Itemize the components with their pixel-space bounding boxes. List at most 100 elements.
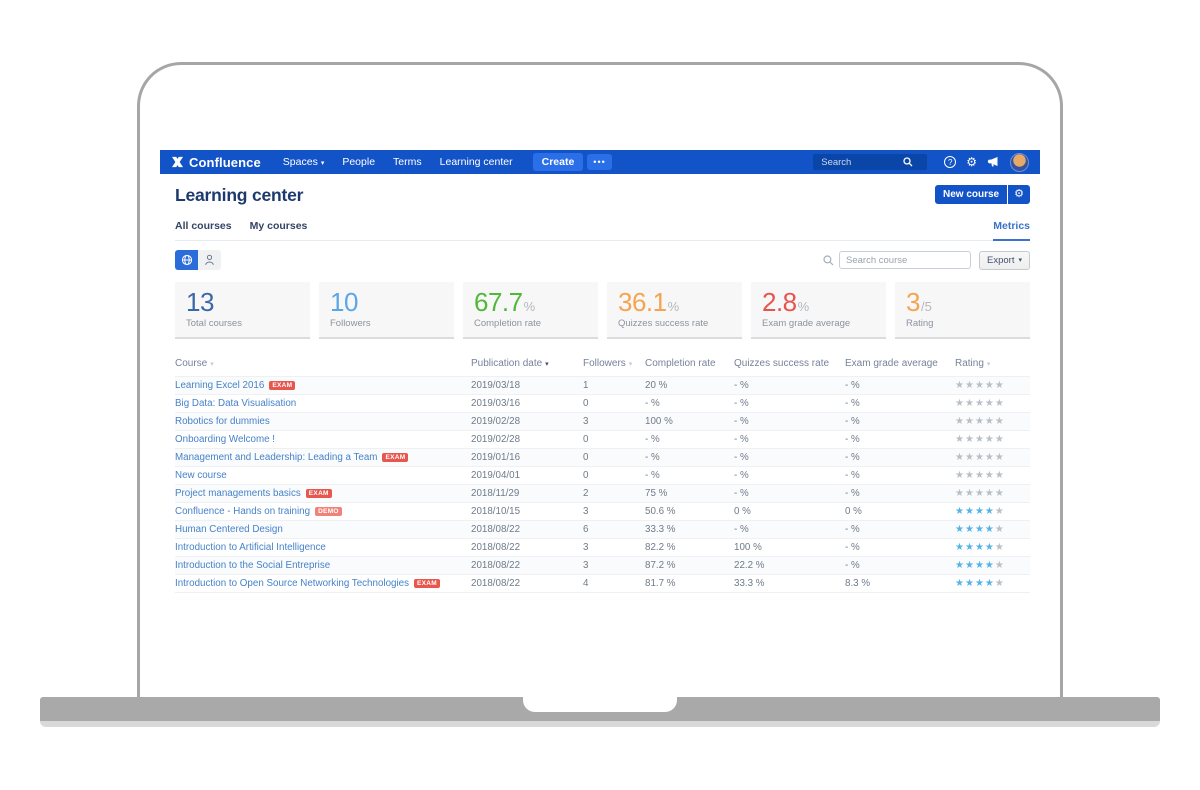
tab-metrics[interactable]: Metrics bbox=[993, 220, 1030, 241]
publication-date-cell: 2019/03/16 bbox=[471, 398, 521, 409]
star-empty-icon: ★ bbox=[955, 434, 965, 445]
star-empty-icon: ★ bbox=[994, 380, 1005, 391]
star-empty-icon: ★ bbox=[964, 416, 975, 427]
table-column-header[interactable]: Course ▾ bbox=[175, 358, 214, 369]
star-empty-icon: ★ bbox=[994, 578, 1005, 589]
publication-date-cell: 2018/11/29 bbox=[471, 488, 520, 499]
table-column-header[interactable]: Followers ▾ bbox=[583, 358, 633, 369]
followers-cell: 0 bbox=[583, 434, 589, 445]
completion-rate-cell: 87.2 % bbox=[645, 560, 676, 571]
star-empty-icon: ★ bbox=[984, 488, 995, 499]
stat-card: 3/5 Rating bbox=[895, 282, 1030, 339]
table-column-header[interactable]: Quizzes success rate bbox=[734, 358, 830, 369]
table-column-header[interactable]: Rating ▾ bbox=[955, 358, 991, 369]
publication-date-cell: 2019/01/16 bbox=[471, 452, 521, 463]
stat-card: 2.8% Exam grade average bbox=[751, 282, 886, 339]
course-link[interactable]: New course bbox=[175, 470, 227, 481]
followers-cell: 1 bbox=[583, 380, 589, 391]
rating-stars: ★★★★★ bbox=[955, 560, 1030, 571]
personal-view-toggle[interactable] bbox=[198, 250, 221, 270]
megaphone-icon[interactable] bbox=[987, 156, 999, 168]
rating-stars: ★★★★★ bbox=[955, 506, 1030, 517]
star-filled-icon: ★ bbox=[955, 524, 965, 535]
completion-rate-cell: - % bbox=[645, 452, 660, 463]
course-search-input[interactable] bbox=[839, 251, 972, 269]
admin-gear-icon[interactable]: ⚙ bbox=[966, 155, 977, 169]
rating-stars: ★★★★★ bbox=[955, 578, 1030, 589]
star-filled-icon: ★ bbox=[984, 560, 995, 571]
settings-gear-button[interactable]: ⚙ bbox=[1008, 185, 1030, 204]
course-link[interactable]: Introduction to the Social Entreprise bbox=[175, 560, 331, 571]
rating-stars: ★★★★★ bbox=[955, 452, 1030, 463]
course-link[interactable]: Robotics for dummies bbox=[175, 416, 270, 427]
star-filled-icon: ★ bbox=[955, 578, 965, 589]
quizzes-rate-cell: - % bbox=[734, 398, 749, 409]
table-column-header[interactable]: Publication date ▾ bbox=[471, 358, 549, 369]
star-empty-icon: ★ bbox=[984, 398, 995, 409]
table-row: Introduction to the Social Entreprise 20… bbox=[175, 556, 1030, 574]
more-menu-button[interactable]: ••• bbox=[587, 154, 612, 170]
global-search[interactable] bbox=[813, 154, 928, 170]
nav-item-learning-center[interactable]: Learning center bbox=[439, 156, 513, 168]
create-button[interactable]: Create bbox=[532, 153, 584, 171]
quizzes-rate-cell: 100 % bbox=[734, 542, 762, 553]
star-empty-icon: ★ bbox=[955, 416, 965, 427]
global-view-toggle[interactable] bbox=[175, 250, 198, 270]
completion-rate-cell: 81.7 % bbox=[645, 578, 676, 589]
publication-date-cell: 2018/08/22 bbox=[471, 542, 521, 553]
rating-stars: ★★★★★ bbox=[955, 398, 1030, 409]
new-course-button[interactable]: New course bbox=[934, 185, 1008, 204]
completion-rate-cell: 100 % bbox=[645, 416, 673, 427]
table-column-header[interactable]: Completion rate bbox=[645, 358, 716, 369]
course-link[interactable]: Confluence - Hands on training bbox=[175, 506, 311, 517]
star-empty-icon: ★ bbox=[964, 488, 975, 499]
nav-item-people[interactable]: People bbox=[342, 156, 376, 168]
user-avatar[interactable] bbox=[1010, 152, 1029, 172]
global-search-input[interactable] bbox=[819, 155, 904, 169]
table-column-header[interactable]: Exam grade average bbox=[845, 358, 938, 369]
laptop-base bbox=[40, 697, 1160, 722]
tab-my-courses[interactable]: My courses bbox=[249, 220, 308, 232]
course-link[interactable]: Learning Excel 2016 bbox=[175, 380, 265, 391]
course-link[interactable]: Human Centered Design bbox=[175, 524, 283, 535]
star-filled-icon: ★ bbox=[974, 524, 985, 535]
help-icon[interactable]: ? bbox=[944, 156, 957, 168]
course-link[interactable]: Introduction to Artificial Intelligence bbox=[175, 542, 326, 553]
table-row: Human Centered Design 2018/08/22 6 33.3 … bbox=[175, 520, 1030, 538]
stat-label: Quizzes success rate bbox=[618, 318, 709, 329]
rating-stars: ★★★★★ bbox=[955, 488, 1030, 499]
course-link[interactable]: Onboarding Welcome ! bbox=[175, 434, 276, 445]
rating-stars: ★★★★★ bbox=[955, 416, 1030, 427]
page-content: Learning center New course ⚙ All courses… bbox=[160, 185, 1040, 593]
publication-date-cell: 2018/08/22 bbox=[471, 578, 521, 589]
course-link[interactable]: Introduction to Open Source Networking T… bbox=[175, 578, 409, 589]
course-badge: EXAM bbox=[414, 579, 440, 588]
search-icon bbox=[903, 157, 913, 167]
star-empty-icon: ★ bbox=[994, 452, 1005, 463]
exam-average-cell: - % bbox=[845, 398, 860, 409]
publication-date-cell: 2019/02/28 bbox=[471, 434, 521, 445]
completion-rate-cell: - % bbox=[645, 434, 660, 445]
metrics-toolbar: Export ▾ bbox=[175, 250, 1030, 270]
nav-item-spaces[interactable]: Spaces ▾ bbox=[282, 156, 325, 168]
courses-table: Course ▾ Publication date ▾ Followers ▾ Com… bbox=[175, 355, 1030, 593]
star-empty-icon: ★ bbox=[984, 380, 995, 391]
course-link[interactable]: Project managements basics bbox=[175, 488, 301, 499]
stat-value: 3 bbox=[906, 287, 920, 317]
publication-date-cell: 2018/10/15 bbox=[471, 506, 521, 517]
laptop-notch bbox=[523, 697, 677, 712]
course-link[interactable]: Management and Leadership: Leading a Tea… bbox=[175, 452, 378, 463]
search-icon bbox=[823, 254, 834, 265]
star-empty-icon: ★ bbox=[955, 452, 965, 463]
export-button[interactable]: Export ▾ bbox=[979, 250, 1030, 270]
followers-cell: 0 bbox=[583, 452, 589, 463]
star-empty-icon: ★ bbox=[974, 416, 985, 427]
publication-date-cell: 2019/03/18 bbox=[471, 380, 521, 391]
tab-all-courses[interactable]: All courses bbox=[175, 220, 232, 232]
course-link[interactable]: Big Data: Data Visualisation bbox=[175, 398, 297, 409]
confluence-logo[interactable]: Confluence bbox=[171, 155, 261, 170]
star-empty-icon: ★ bbox=[984, 470, 995, 481]
nav-item-terms[interactable]: Terms bbox=[393, 156, 422, 168]
star-empty-icon: ★ bbox=[984, 452, 995, 463]
stat-card: 67.7% Completion rate bbox=[463, 282, 598, 339]
